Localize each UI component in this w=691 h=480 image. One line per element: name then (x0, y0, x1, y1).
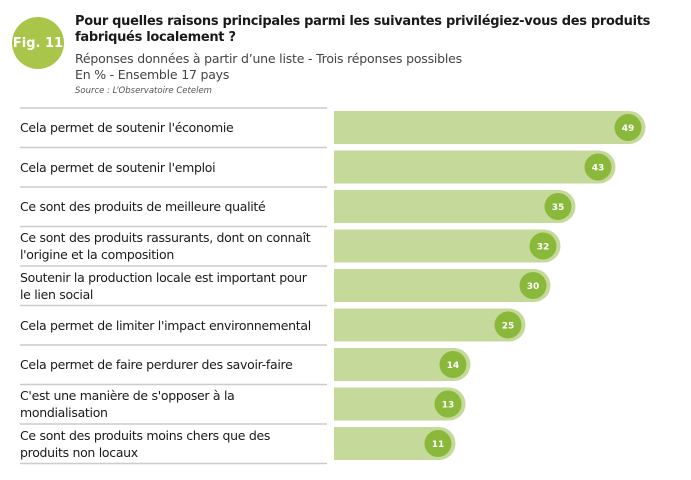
value-circle (614, 114, 642, 141)
category-label: C'est une manière de s'opposer à la mond… (20, 388, 235, 421)
category-label: Cela permet de soutenir l'emploi (20, 159, 216, 175)
category-label: Ce sont des produits de meilleure qualit… (20, 199, 266, 215)
bar (334, 387, 466, 421)
bar (334, 190, 576, 223)
category-label: Ce sont des produits rassurants, dont on… (20, 230, 311, 263)
category-label: Cela permet de limiter l'impact environn… (20, 317, 311, 333)
bar (334, 269, 551, 302)
category-label: Cela permet de faire perdurer des savoir… (20, 357, 293, 373)
data-label: 14 (447, 361, 460, 371)
bar (334, 229, 561, 263)
bar (334, 427, 456, 460)
value-circle (434, 390, 462, 418)
value-circle (544, 193, 572, 220)
value-circle (494, 311, 522, 339)
unit-note: En % - Ensemble 17 pays (75, 67, 230, 82)
value-circle (424, 430, 452, 457)
data-label: 30 (527, 282, 540, 292)
data-label: 43 (592, 164, 605, 174)
data-label: 25 (502, 322, 515, 332)
category-label: Ce sont des produits moins chers que des… (20, 427, 271, 460)
data-label: 32 (537, 243, 550, 253)
chart-title: Pour quelles raisons principales parmi l… (75, 14, 651, 45)
chart-subtitle: Réponses données à partir d’une liste - … (75, 51, 462, 66)
bar (334, 308, 526, 342)
data-label: 11 (432, 440, 445, 450)
bar (334, 348, 471, 381)
value-circle (529, 232, 557, 260)
value-circle (584, 153, 612, 181)
category-label: Cela permet de soutenir l'économie (20, 120, 234, 136)
value-circle (439, 351, 467, 378)
data-label: 13 (442, 401, 455, 411)
data-label: 35 (552, 203, 565, 213)
data-label: 49 (622, 124, 635, 134)
bar (334, 111, 646, 144)
category-label: Soutenir la production locale est import… (20, 269, 307, 302)
figure-badge: Fig. 11 (12, 17, 64, 69)
source-note: Source : L’Observatoire Cetelem (75, 86, 212, 96)
bar (334, 150, 616, 184)
value-circle (519, 272, 547, 299)
